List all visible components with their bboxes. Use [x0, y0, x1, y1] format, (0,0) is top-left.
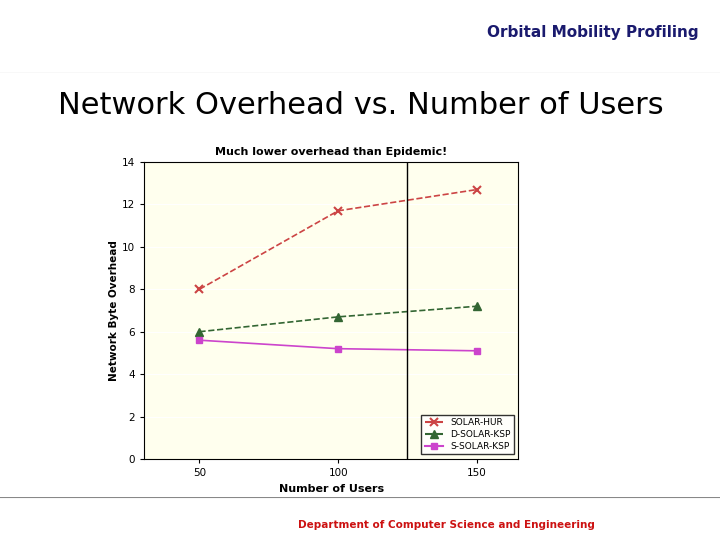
Text: Network Overhead vs. Number of Users: Network Overhead vs. Number of Users: [58, 91, 663, 120]
Title: Much lower overhead than Epidemic!: Much lower overhead than Epidemic!: [215, 147, 447, 157]
X-axis label: Number of Users: Number of Users: [279, 484, 384, 494]
Legend: SOLAR-HUR, D-SOLAR-KSP, S-SOLAR-KSP: SOLAR-HUR, D-SOLAR-KSP, S-SOLAR-KSP: [421, 415, 514, 455]
Text: Orbital Mobility Profiling: Orbital Mobility Profiling: [487, 25, 698, 40]
Y-axis label: Network Byte Overhead: Network Byte Overhead: [109, 240, 119, 381]
Text: Department of Computer Science and Engineering: Department of Computer Science and Engin…: [298, 520, 595, 530]
